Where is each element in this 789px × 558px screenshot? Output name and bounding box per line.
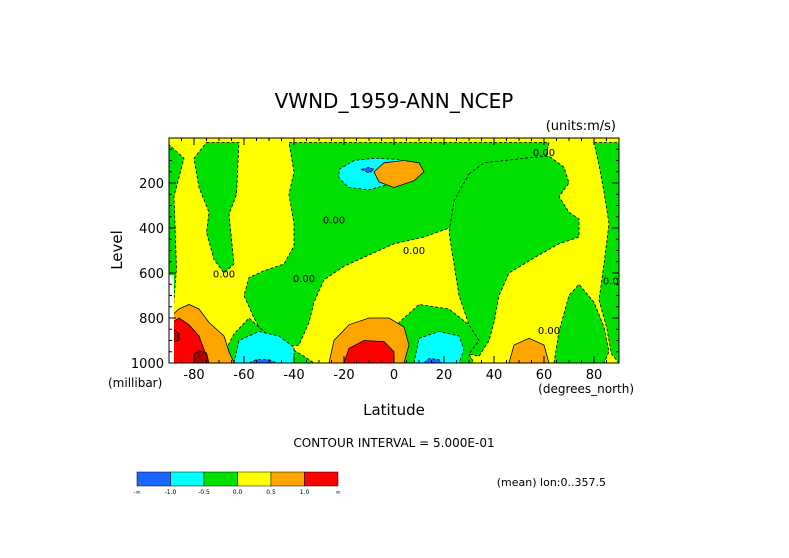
colorbar-label: ∞ bbox=[336, 489, 341, 496]
contour-region bbox=[413, 331, 465, 363]
colorbar-label: -1.0 bbox=[165, 489, 177, 496]
colorbar-swatch bbox=[136, 471, 171, 487]
colorbar-swatch bbox=[304, 471, 339, 487]
y-units-label: (millibar) bbox=[108, 376, 162, 390]
x-tick-label: 40 bbox=[486, 368, 503, 383]
missing-data-area bbox=[169, 275, 174, 363]
colorbar-swatch bbox=[170, 471, 205, 487]
chart-title: VWND_1959-ANN_NCEP bbox=[275, 89, 514, 113]
contour-region bbox=[448, 155, 580, 357]
contour-region bbox=[360, 166, 375, 174]
contour-label: 0.00 bbox=[538, 326, 560, 337]
colorbar-label: 1.0 bbox=[300, 489, 310, 496]
contour-region bbox=[233, 331, 295, 363]
footer-mean-lon: (mean) lon:0..357.5 bbox=[497, 476, 606, 489]
contour-label: 0.00 bbox=[293, 274, 315, 285]
contour-region bbox=[193, 350, 210, 363]
x-units-label: (degrees_north) bbox=[538, 382, 634, 396]
contour-region bbox=[373, 160, 425, 188]
y-tick-label: 800 bbox=[139, 312, 164, 327]
colorbar: -∞ -1.0 -0.5 0.0 0.5 1.0 ∞ bbox=[133, 471, 341, 496]
y-axis-label: Level bbox=[108, 230, 126, 270]
y-tick-label: 600 bbox=[139, 267, 164, 282]
colorbar-label: 0.0 bbox=[233, 489, 243, 496]
contour-region bbox=[593, 142, 619, 363]
contour-region bbox=[343, 340, 395, 363]
x-tick-label: 0 bbox=[390, 368, 398, 383]
colorbar-label: 0.5 bbox=[266, 489, 276, 496]
colorbar-swatch bbox=[237, 471, 272, 487]
colorbar-label: -∞ bbox=[133, 489, 140, 496]
x-tick-label: 80 bbox=[586, 368, 603, 383]
x-tick-label: -40 bbox=[283, 368, 304, 383]
plot-area: 0.00 0.00 0.00 0.00 0.00 0.00 0.00 -80 -60 -40 -2… bbox=[131, 137, 625, 383]
contour-label: 0.00 bbox=[323, 216, 345, 227]
y-tick-label: 400 bbox=[139, 222, 164, 237]
y-tick-label: 200 bbox=[139, 177, 164, 192]
colorbar-label: -0.5 bbox=[198, 489, 210, 496]
colorbar-swatch bbox=[203, 471, 238, 487]
units-label: (units:m/s) bbox=[546, 119, 616, 134]
contour-region bbox=[423, 358, 442, 363]
contour-label: 0.00 bbox=[403, 246, 425, 257]
x-tick-label: 60 bbox=[536, 368, 553, 383]
contour-label: 0.00 bbox=[533, 148, 555, 159]
x-tick-label: -60 bbox=[233, 368, 254, 383]
contour-region bbox=[248, 359, 277, 363]
x-tick-label: 20 bbox=[436, 368, 453, 383]
x-axis-label: Latitude bbox=[363, 401, 425, 419]
contour-region bbox=[193, 142, 240, 274]
contour-region bbox=[508, 337, 550, 363]
x-tick-label: -20 bbox=[333, 368, 354, 383]
y-tick-label: 1000 bbox=[131, 357, 164, 372]
x-tick-label: -80 bbox=[183, 368, 204, 383]
colorbar-swatch bbox=[270, 471, 305, 487]
contour-label: 0.00 bbox=[603, 276, 625, 287]
contour-interval-label: CONTOUR INTERVAL = 5.000E-01 bbox=[293, 436, 494, 450]
contour-label: 0.00 bbox=[213, 270, 235, 281]
contour-region bbox=[553, 283, 610, 363]
